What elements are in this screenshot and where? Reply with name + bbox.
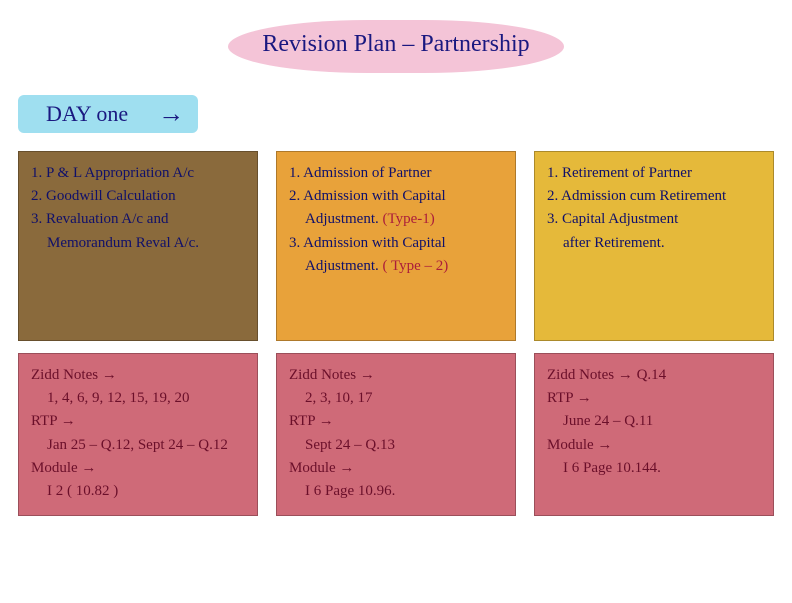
module-label: Module → <box>547 434 761 457</box>
topic-line: Memorandum Reval A/c. <box>31 232 245 255</box>
type-note-2: ( Type – 2) <box>383 258 449 274</box>
arrow-icon: → <box>158 99 184 129</box>
topic-card-3: 1. Retirement of Partner 2. Admission cu… <box>534 151 774 341</box>
module-values: I 6 Page 10.144. <box>547 457 761 480</box>
zidd-label: Zidd Notes → <box>289 364 503 387</box>
topic-card-2: 1. Admission of Partner 2. Admission wit… <box>276 151 516 341</box>
ref-card-3: Zidd Notes → Q.14 RTP → June 24 – Q.11 M… <box>534 353 774 517</box>
topic-line: Adjustment. ( Type – 2) <box>289 255 503 278</box>
module-label: Module → <box>289 457 503 480</box>
topic-line-text: Adjustment. <box>305 211 379 227</box>
topic-line: after Retirement. <box>547 232 761 255</box>
topic-line: 2. Goodwill Calculation <box>31 185 245 208</box>
ref-card-1: Zidd Notes → 1, 4, 6, 9, 12, 15, 19, 20 … <box>18 353 258 517</box>
topic-line-text: Adjustment. <box>305 258 379 274</box>
zidd-label: Zidd Notes → <box>547 367 633 383</box>
module-values: I 6 Page 10.96. <box>289 480 503 503</box>
zidd-values: 2, 3, 10, 17 <box>289 387 503 410</box>
topic-line: 1. P & L Appropriation A/c <box>31 162 245 185</box>
ref-card-2: Zidd Notes → 2, 3, 10, 17 RTP → Sept 24 … <box>276 353 516 517</box>
zidd-values: Q.14 <box>637 367 667 383</box>
type-note-1: (Type-1) <box>383 211 435 227</box>
rtp-values: Jan 25 – Q.12, Sept 24 – Q.12 <box>31 434 245 457</box>
module-label: Module → <box>31 457 245 480</box>
topic-line: 3. Capital Adjustment <box>547 208 761 231</box>
page-title: Revision Plan – Partnership <box>228 20 563 73</box>
zidd-label: Zidd Notes → <box>31 367 117 383</box>
topic-line: 2. Admission cum Retirement <box>547 185 761 208</box>
rtp-label: RTP → <box>289 410 503 433</box>
topic-line: 3. Revaluation A/c and <box>31 208 245 231</box>
module-values: I 2 ( 10.82 ) <box>31 480 245 503</box>
topic-line: 1. Admission of Partner <box>289 162 503 185</box>
zidd-values: 1, 4, 6, 9, 12, 15, 19, 20 <box>31 387 245 410</box>
topic-line: Adjustment. (Type-1) <box>289 208 503 231</box>
rtp-label: RTP → <box>547 387 761 410</box>
topic-line: 1. Retirement of Partner <box>547 162 761 185</box>
rtp-values: June 24 – Q.11 <box>547 410 761 433</box>
rtp-label: RTP → <box>31 410 245 433</box>
topic-line: 2. Admission with Capital <box>289 185 503 208</box>
topic-card-1: 1. P & L Appropriation A/c 2. Goodwill C… <box>18 151 258 341</box>
rtp-values: Sept 24 – Q.13 <box>289 434 503 457</box>
topic-line: 3. Admission with Capital <box>289 232 503 255</box>
